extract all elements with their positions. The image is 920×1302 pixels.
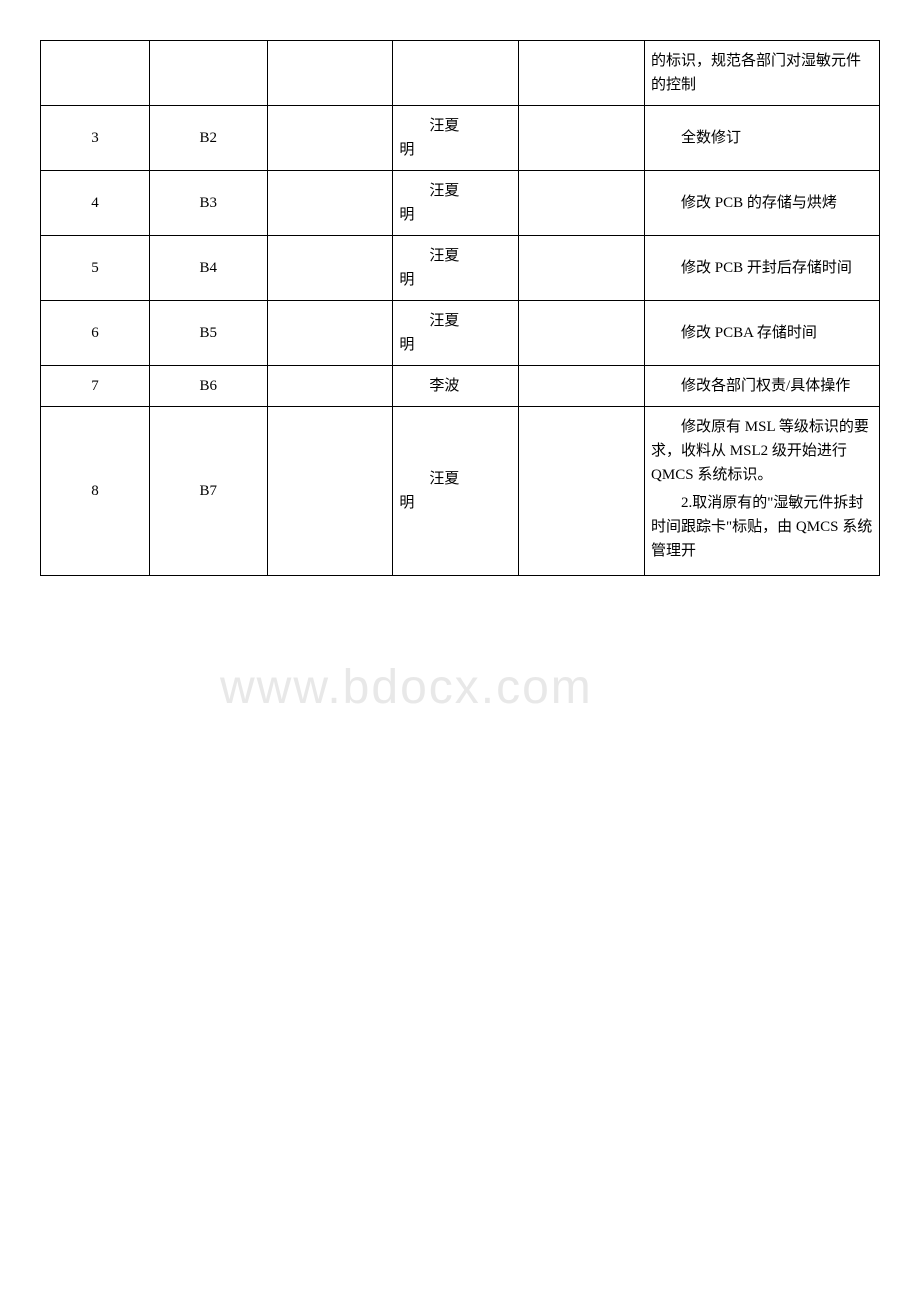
cell-person: 李波 [393,366,519,407]
cell-desc: 修改 PCB 开封后存储时间 [645,236,880,301]
cell-version: B6 [150,366,267,407]
cell-person: 汪夏 明 [393,236,519,301]
cell-version: B4 [150,236,267,301]
cell-person: 汪夏 明 [393,301,519,366]
table-container: www.bdocx.com 的标识，规范各部门对湿敏元件的控制 3 B2 汪夏 [40,40,880,576]
cell-c3 [267,41,393,106]
cell-person [393,41,519,106]
cell-c3 [267,171,393,236]
table-row: 3 B2 汪夏 明 全数修订 [41,106,880,171]
person-line2: 明 [399,203,512,227]
table-row: 6 B5 汪夏 明 修改 PCBA 存储时间 [41,301,880,366]
cell-desc: 修改原有 MSL 等级标识的要求，收料从 MSL2 级开始进行 QMCS 系统标… [645,407,880,576]
person-line1: 汪夏 [399,467,512,491]
person-line2: 明 [399,138,512,162]
cell-c5 [519,407,645,576]
cell-desc: 修改各部门权责/具体操作 [645,366,880,407]
table-body: 的标识，规范各部门对湿敏元件的控制 3 B2 汪夏 明 全数修订 4 B3 汪夏 [41,41,880,576]
watermark-text: www.bdocx.com [220,660,593,715]
table-row: 的标识，规范各部门对湿敏元件的控制 [41,41,880,106]
cell-num: 5 [41,236,150,301]
cell-version: B7 [150,407,267,576]
cell-c5 [519,106,645,171]
person-line1: 汪夏 [399,309,512,333]
cell-person: 汪夏 明 [393,106,519,171]
table-row: 5 B4 汪夏 明 修改 PCB 开封后存储时间 [41,236,880,301]
cell-version: B3 [150,171,267,236]
cell-c5 [519,301,645,366]
person-line2: 明 [399,268,512,292]
person-line1: 汪夏 [399,114,512,138]
table-row: 4 B3 汪夏 明 修改 PCB 的存储与烘烤 [41,171,880,236]
desc-para-1: 修改原有 MSL 等级标识的要求，收料从 MSL2 级开始进行 QMCS 系统标… [651,415,873,487]
table-row: 8 B7 汪夏 明 修改原有 MSL 等级标识的要求，收料从 MSL2 级开始进… [41,407,880,576]
person-line1: 汪夏 [399,179,512,203]
cell-c3 [267,106,393,171]
cell-num: 8 [41,407,150,576]
document-table: 的标识，规范各部门对湿敏元件的控制 3 B2 汪夏 明 全数修订 4 B3 汪夏 [40,40,880,576]
cell-desc: 的标识，规范各部门对湿敏元件的控制 [645,41,880,106]
cell-num: 7 [41,366,150,407]
cell-num: 3 [41,106,150,171]
cell-desc: 修改 PCB 的存储与烘烤 [645,171,880,236]
cell-c3 [267,301,393,366]
cell-c5 [519,171,645,236]
cell-c5 [519,236,645,301]
cell-version: B5 [150,301,267,366]
person-line2: 明 [399,333,512,357]
person-line2: 明 [399,491,512,515]
cell-version: B2 [150,106,267,171]
cell-c5 [519,366,645,407]
cell-desc: 全数修订 [645,106,880,171]
cell-c3 [267,366,393,407]
person-line1: 李波 [399,374,512,398]
cell-c3 [267,236,393,301]
cell-num: 6 [41,301,150,366]
desc-para-2: 2.取消原有的"湿敏元件拆封时间跟踪卡"标贴，由 QMCS 系统管理开 [651,491,873,563]
cell-num: 4 [41,171,150,236]
table-row: 7 B6 李波 修改各部门权责/具体操作 [41,366,880,407]
cell-version [150,41,267,106]
person-line1: 汪夏 [399,244,512,268]
cell-num [41,41,150,106]
cell-c5 [519,41,645,106]
cell-person: 汪夏 明 [393,171,519,236]
cell-c3 [267,407,393,576]
cell-desc: 修改 PCBA 存储时间 [645,301,880,366]
cell-person: 汪夏 明 [393,407,519,576]
